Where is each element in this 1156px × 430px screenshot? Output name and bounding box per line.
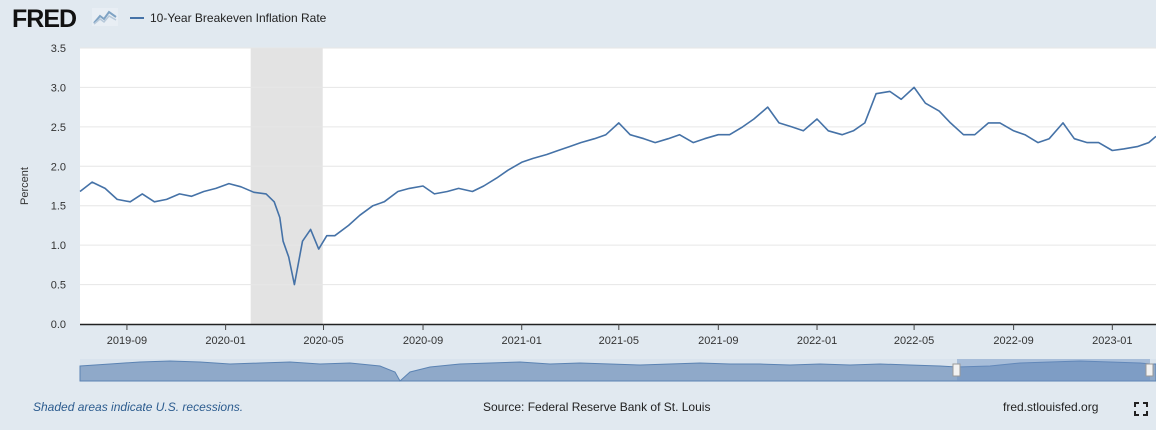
site-link[interactable]: fred.stlouisfed.org [1003, 400, 1099, 414]
y-tick-label: 2.0 [51, 161, 66, 173]
x-tick-label: 2020-01 [205, 335, 245, 347]
recession-note: Shaded areas indicate U.S. recessions. [33, 400, 244, 414]
x-tick-label: 2022-05 [894, 335, 934, 347]
fred-logo[interactable]: FRED [12, 5, 77, 33]
legend-label: 10-Year Breakeven Inflation Rate [150, 11, 327, 25]
x-tick-label: 2021-05 [599, 335, 639, 347]
recession-band [250, 48, 323, 324]
x-tick-label: 2021-09 [698, 335, 738, 347]
x-tick-label: 2020-05 [303, 335, 343, 347]
plot-area [80, 48, 1156, 324]
series-line[interactable] [79, 86, 1156, 286]
navigator-handle-right[interactable] [1145, 363, 1154, 377]
navigator-handle-left[interactable] [952, 363, 961, 377]
fred-chart-logo-icon [92, 8, 118, 26]
y-tick-label: 2.5 [51, 122, 66, 134]
chart-header: FRED 10-Year Breakeven Inflation Rate [0, 0, 1156, 38]
y-tick-label: 1.0 [51, 240, 66, 252]
y-tick-label: 3.5 [51, 43, 66, 55]
x-tick-label: 2022-01 [797, 335, 837, 347]
y-tick-label: 3.0 [51, 82, 66, 94]
x-tick-label: 2020-09 [403, 335, 443, 347]
navigator-series [79, 360, 1156, 382]
y-axis-label: Percent [19, 167, 31, 205]
y-tick-label: 1.5 [51, 201, 66, 213]
y-tick-label: 0.0 [51, 319, 66, 331]
chart: 0.0 0.5 1.0 1.5 2.0 2.5 3.0 3.5 2019-09 2020-01 2… [19, 43, 1156, 382]
source-note: Source: Federal Reserve Bank of St. Loui… [483, 400, 711, 414]
x-tick-label: 2021-01 [502, 335, 542, 347]
x-tick-label: 2019-09 [107, 335, 147, 347]
navigator-selection[interactable] [957, 359, 1150, 381]
x-tick-label: 2023-01 [1092, 335, 1132, 347]
fullscreen-icon[interactable] [1134, 402, 1148, 416]
y-tick-label: 0.5 [51, 280, 66, 292]
navigator[interactable] [79, 359, 1156, 382]
x-tick-label: 2022-09 [993, 335, 1033, 347]
legend-line-swatch [130, 17, 144, 19]
legend[interactable]: 10-Year Breakeven Inflation Rate [130, 11, 326, 25]
